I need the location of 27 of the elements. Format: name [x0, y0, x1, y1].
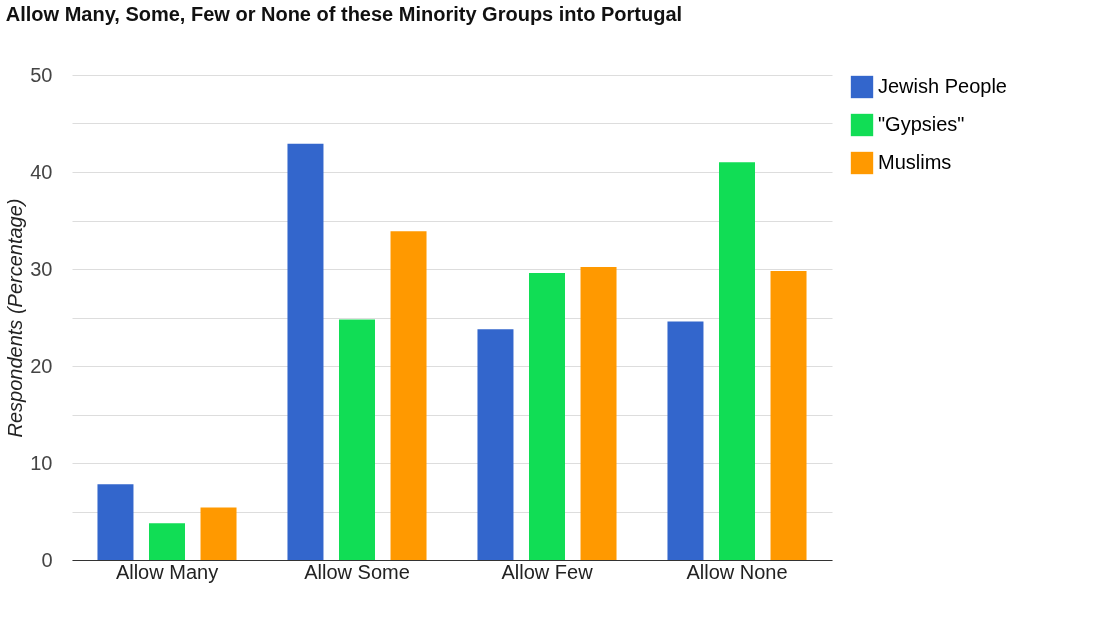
bar	[339, 319, 375, 560]
chart-title: Allow Many, Some, Few or None of these Minority Groups into Portugal	[5, 3, 683, 25]
bar	[770, 270, 807, 560]
bar	[390, 231, 427, 560]
bar	[477, 329, 514, 560]
bar	[719, 162, 755, 560]
y-tick-label: 50	[30, 63, 53, 86]
bar	[149, 523, 185, 560]
y-tick-label: 10	[30, 451, 53, 474]
x-tick-label: Allow Some	[304, 560, 410, 583]
bar	[580, 267, 617, 560]
legend-label: "Gypsies"	[878, 113, 965, 135]
x-tick-label: Allow Few	[501, 560, 594, 583]
legend-label: Jewish People	[878, 75, 1007, 97]
bar	[97, 484, 134, 560]
y-tick-label: 40	[30, 160, 53, 183]
y-tick-label: 30	[30, 257, 53, 280]
y-tick-label: 0	[41, 548, 53, 571]
bar	[667, 321, 704, 560]
x-tick-label: Allow Many	[115, 560, 219, 583]
bar	[200, 507, 237, 560]
y-axis-title: Respondents (Percentage)	[4, 198, 27, 438]
y-tick-label: 20	[30, 354, 53, 377]
bar	[529, 272, 565, 560]
bar	[287, 143, 324, 560]
legend-label: Muslims	[878, 151, 952, 173]
x-tick-label: Allow None	[686, 560, 788, 583]
